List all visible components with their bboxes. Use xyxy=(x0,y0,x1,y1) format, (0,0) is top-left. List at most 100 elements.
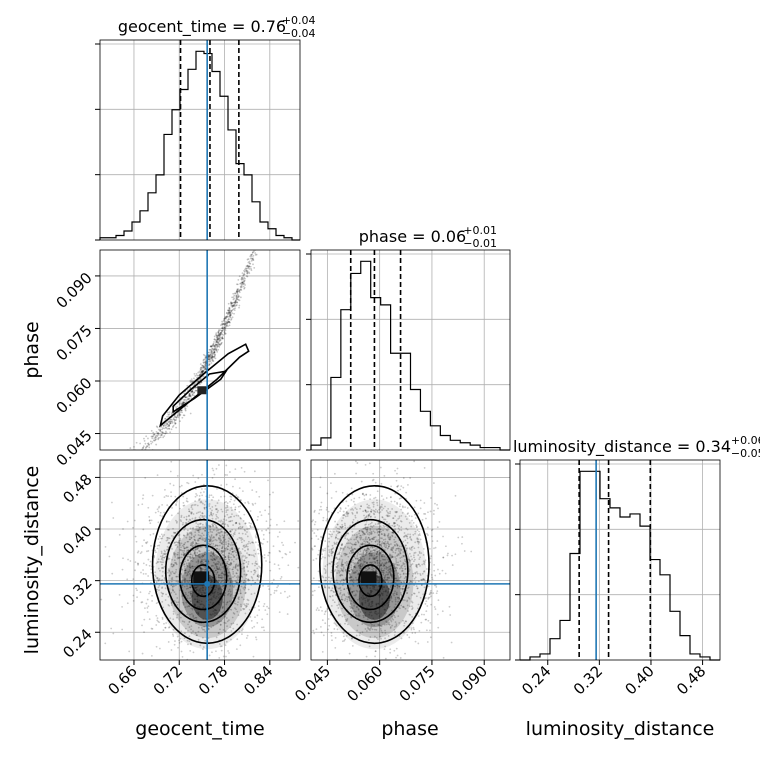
sample-point xyxy=(226,548,229,551)
sample-point xyxy=(217,331,220,334)
sample-point xyxy=(229,520,232,522)
sample-point xyxy=(232,304,234,307)
sample-point xyxy=(210,551,213,554)
sample-point xyxy=(235,301,237,304)
sample-point xyxy=(231,302,234,304)
sample-point xyxy=(203,605,206,607)
sample-point xyxy=(199,528,202,531)
sample-point xyxy=(185,546,188,549)
sample-point xyxy=(194,495,197,498)
sample-point xyxy=(223,550,225,553)
sample-point xyxy=(239,603,242,606)
sample-point xyxy=(152,439,155,442)
sample-point xyxy=(433,665,435,667)
sample-point xyxy=(183,585,186,588)
sample-point xyxy=(220,530,223,533)
sample-point xyxy=(181,584,184,587)
sample-point xyxy=(146,607,149,609)
sample-point xyxy=(224,316,227,318)
sample-point xyxy=(231,558,233,561)
sample-point xyxy=(197,539,200,542)
sample-point xyxy=(181,610,183,613)
sample-point xyxy=(242,278,245,281)
sample-point xyxy=(260,514,263,517)
sample-point xyxy=(267,554,270,557)
sample-point xyxy=(187,630,189,632)
sample-point xyxy=(201,560,204,563)
sample-point xyxy=(265,215,267,217)
sample-point xyxy=(199,371,201,374)
sample-point xyxy=(157,579,160,582)
sample-point xyxy=(218,340,221,343)
sample-point xyxy=(195,586,198,589)
sample-point xyxy=(234,468,237,471)
sample-point xyxy=(168,411,171,414)
sample-point xyxy=(254,253,257,256)
sample-point xyxy=(122,528,124,530)
sample-point xyxy=(220,649,223,652)
sample-point xyxy=(243,269,245,272)
sample-point xyxy=(215,564,217,566)
sample-point xyxy=(139,591,142,594)
sample-point xyxy=(197,523,199,526)
sample-point xyxy=(272,201,274,203)
sample-point xyxy=(213,557,216,560)
sample-point xyxy=(232,292,235,295)
sample-point xyxy=(140,601,143,604)
sample-point xyxy=(190,557,193,559)
sample-point xyxy=(163,511,166,514)
sample-point xyxy=(400,485,403,487)
sample-point xyxy=(170,428,173,431)
sample-point xyxy=(228,324,231,327)
sample-point xyxy=(413,460,416,463)
sample-point xyxy=(243,270,246,273)
sample-point xyxy=(187,587,189,590)
sample-point xyxy=(198,374,201,376)
sample-point xyxy=(234,508,237,511)
sample-point xyxy=(431,535,433,538)
sample-point xyxy=(159,569,161,572)
sample-point xyxy=(222,328,225,331)
sample-point xyxy=(444,545,447,548)
sample-point xyxy=(123,462,125,464)
sample-point xyxy=(227,309,230,312)
sample-point xyxy=(134,451,136,453)
sample-point xyxy=(150,519,153,522)
sample-point xyxy=(222,536,225,539)
sample-point xyxy=(256,548,259,551)
sample-point xyxy=(189,538,192,541)
sample-point xyxy=(265,216,267,218)
sample-point xyxy=(163,549,166,552)
sample-point xyxy=(247,599,250,602)
sample-point xyxy=(260,626,263,629)
sample-point xyxy=(189,597,191,600)
sample-point xyxy=(172,613,175,615)
sample-point xyxy=(236,297,239,300)
sample-point xyxy=(246,598,249,601)
sample-point xyxy=(228,537,230,540)
sample-point xyxy=(134,535,137,538)
sample-point xyxy=(218,532,221,535)
sample-point xyxy=(167,595,170,598)
sample-point xyxy=(209,345,212,348)
sample-point xyxy=(186,389,189,391)
sample-point xyxy=(272,192,274,194)
sample-point xyxy=(237,614,240,617)
sample-point xyxy=(256,235,258,237)
sample-point xyxy=(155,581,158,584)
sample-point xyxy=(423,467,426,469)
sample-point xyxy=(253,569,255,572)
sample-point xyxy=(257,552,260,555)
sample-point xyxy=(158,577,161,580)
sample-point xyxy=(177,534,180,537)
sample-point xyxy=(204,354,206,357)
sample-point xyxy=(223,317,226,320)
sample-point xyxy=(236,291,239,294)
sample-point xyxy=(230,310,233,313)
sample-point xyxy=(231,306,234,308)
sample-point xyxy=(225,519,228,522)
sample-point xyxy=(210,356,213,359)
sample-point xyxy=(166,423,169,426)
sample-point xyxy=(155,577,158,579)
sample-point xyxy=(212,344,214,347)
